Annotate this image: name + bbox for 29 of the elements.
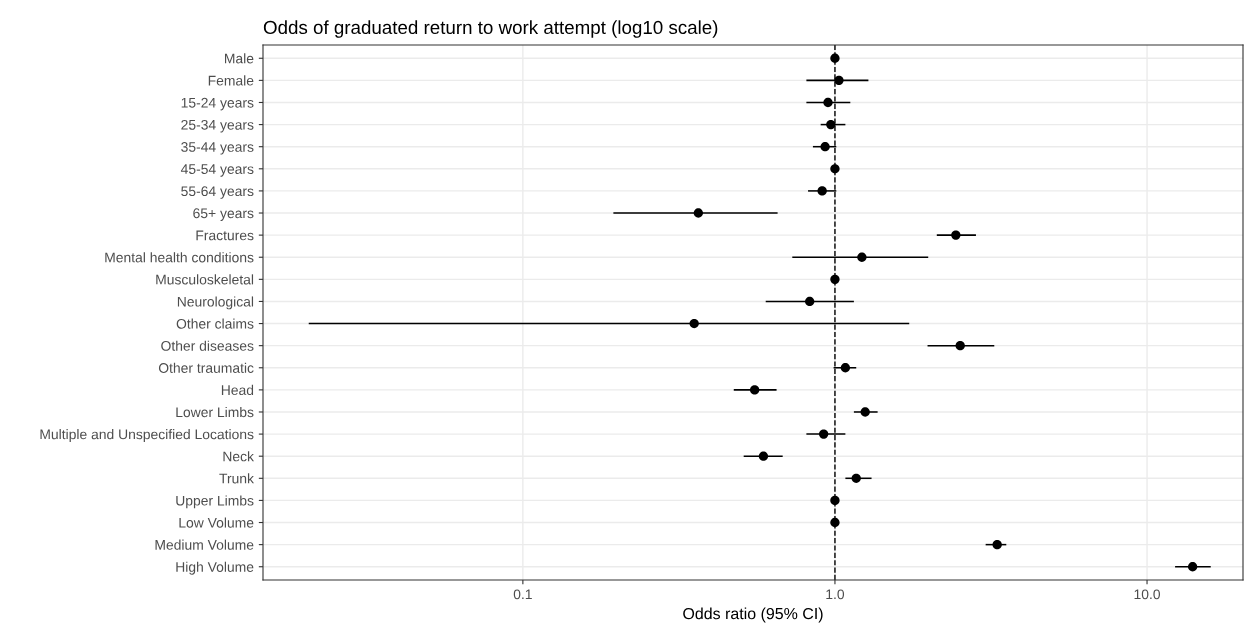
y-tick-label: Upper Limbs bbox=[176, 495, 254, 509]
x-tick-label: 1.0 bbox=[826, 589, 845, 600]
y-tick-label: Other claims bbox=[176, 318, 254, 329]
y-tick-label: 55-64 years bbox=[181, 186, 254, 199]
y-tick-label: Male bbox=[225, 53, 254, 64]
x-axis-title: Odds ratio (95% CI) bbox=[683, 607, 823, 623]
y-tick-label: 25-34 years bbox=[181, 119, 254, 133]
y-tick-label: Other diseases bbox=[161, 340, 254, 351]
y-tick-label: Female bbox=[208, 75, 254, 86]
y-tick-label: 35-44 years bbox=[181, 142, 254, 155]
y-tick-label: 15-24 years bbox=[181, 97, 254, 111]
y-tick-label: Neck bbox=[223, 451, 254, 462]
y-tick-label: Fractures bbox=[196, 230, 254, 241]
y-tick-label: Musculoskeletal bbox=[156, 274, 254, 285]
y-tick-label: Low Volume bbox=[179, 517, 254, 528]
y-tick-label: Medium Volume bbox=[155, 539, 254, 550]
y-tick-label: Multiple and Unspecified Locations bbox=[40, 429, 254, 443]
y-tick-label: 65+ years bbox=[193, 208, 254, 221]
y-tick-label: Neurological bbox=[177, 296, 254, 310]
y-tick-label: 45-54 years bbox=[180, 164, 254, 177]
chart-title: Odds of graduated return to work attempt (log10 scale) bbox=[263, 20, 718, 38]
y-tick-label: Trunk bbox=[219, 473, 254, 484]
x-tick-label: 0.1 bbox=[513, 589, 532, 600]
y-tick-label: Lower Limbs bbox=[176, 406, 254, 418]
y-tick-label: High Volume bbox=[176, 561, 254, 575]
y-tick-label: Head bbox=[221, 384, 254, 396]
y-tick-label: Mental health conditions bbox=[105, 252, 254, 263]
y-tick-label: Other traumatic bbox=[158, 362, 254, 373]
x-tick-label: 10.0 bbox=[1134, 589, 1161, 600]
